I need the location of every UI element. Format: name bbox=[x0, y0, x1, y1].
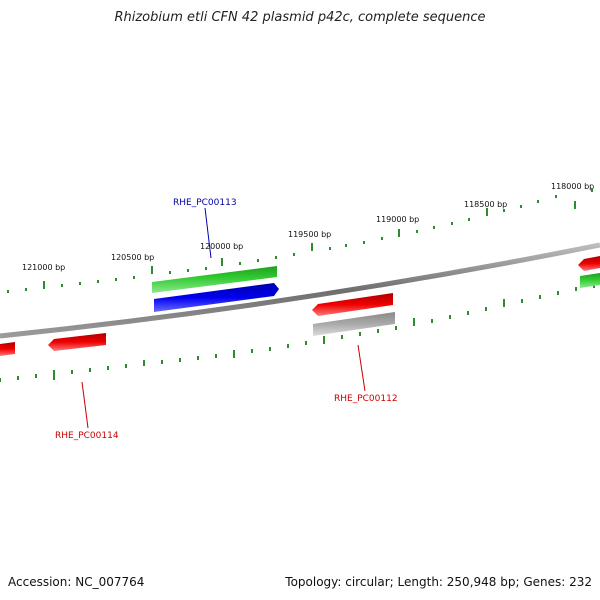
tick-label: 119500 bp bbox=[288, 230, 331, 239]
plasmid-backbone bbox=[0, 242, 600, 339]
forward-gene-feature[interactable] bbox=[580, 273, 600, 288]
tick-label: 120500 bp bbox=[111, 253, 154, 262]
gene-label-RHE_PC00114[interactable]: RHE_PC00114 bbox=[55, 431, 119, 441]
cds-feature-RHE_PC00113[interactable] bbox=[154, 283, 279, 312]
gene-label-RHE_PC00112[interactable]: RHE_PC00112 bbox=[334, 394, 398, 404]
gene-label-RHE_PC00113[interactable]: RHE_PC00113 bbox=[173, 198, 237, 208]
forward-gene-feature[interactable] bbox=[152, 266, 277, 293]
tick-label: 120000 bp bbox=[200, 242, 243, 251]
inner-tick-scale bbox=[0, 280, 595, 382]
tick-label: 119000 bp bbox=[376, 215, 419, 224]
pseudo-gene-feature[interactable] bbox=[313, 312, 395, 336]
tick-label: 121000 bp bbox=[22, 263, 65, 272]
topology-summary-text: Topology: circular; Length: 250,948 bp; … bbox=[285, 575, 592, 589]
reverse-gene-feature[interactable] bbox=[0, 342, 15, 356]
map-title: Rhizobium etli CFN 42 plasmid p42c, comp… bbox=[114, 10, 486, 25]
reverse-gene-feature[interactable] bbox=[578, 256, 600, 271]
accession-text: Accession: NC_007764 bbox=[8, 575, 145, 589]
reverse-gene-feature-RHE_PC00114[interactable] bbox=[48, 333, 106, 351]
label-leader-line bbox=[357, 344, 366, 392]
tick-label: 118500 bp bbox=[464, 200, 507, 209]
tick-labels: 121000 bp 120500 bp 120000 bp 119500 bp … bbox=[22, 182, 594, 272]
label-leader-line bbox=[204, 207, 212, 259]
tick-label: 118000 bp bbox=[551, 182, 594, 191]
reverse-gene-feature-RHE_PC00112[interactable] bbox=[312, 293, 393, 316]
outer-tick-scale bbox=[7, 189, 593, 293]
label-leader-line bbox=[81, 381, 89, 429]
